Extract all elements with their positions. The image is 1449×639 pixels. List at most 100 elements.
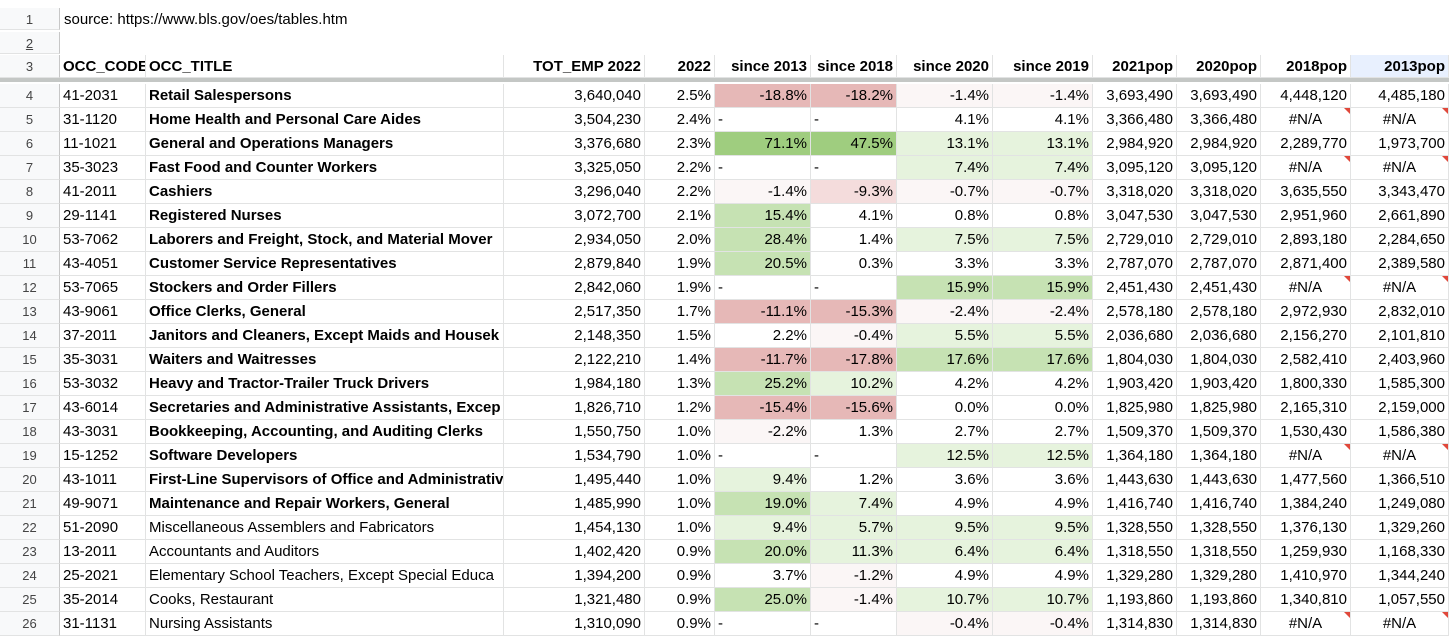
- table-cell-s13[interactable]: -: [715, 156, 811, 180]
- table-cell-p18[interactable]: 1,530,430: [1261, 420, 1351, 444]
- table-cell-p21[interactable]: 1,193,860: [1093, 588, 1177, 612]
- row-number[interactable]: 15: [0, 348, 60, 372]
- column-header[interactable]: since 2019: [993, 55, 1093, 78]
- table-cell-p18[interactable]: #N/A: [1261, 612, 1351, 636]
- table-cell-s19[interactable]: 7.4%: [993, 156, 1093, 180]
- column-header[interactable]: 2021pop: [1093, 55, 1177, 78]
- table-cell-s13[interactable]: -11.1%: [715, 300, 811, 324]
- table-row[interactable]: 20 43-1011 First-Line Supervisors of Offic…: [0, 468, 1449, 492]
- table-cell-p21[interactable]: 1,825,980: [1093, 396, 1177, 420]
- table-cell-title[interactable]: First-Line Supervisors of Office and Adm…: [146, 468, 504, 492]
- table-cell-s13[interactable]: 2.2%: [715, 324, 811, 348]
- table-cell-title[interactable]: General and Operations Managers: [146, 132, 504, 156]
- table-cell-p18[interactable]: 1,259,930: [1261, 540, 1351, 564]
- table-cell-s20[interactable]: 0.8%: [897, 204, 993, 228]
- table-cell-tot[interactable]: 1,402,420: [504, 540, 645, 564]
- table-cell-s20[interactable]: 4.1%: [897, 108, 993, 132]
- table-cell-tot[interactable]: 1,826,710: [504, 396, 645, 420]
- table-cell-tot[interactable]: 2,934,050: [504, 228, 645, 252]
- table-cell-s20[interactable]: 4.2%: [897, 372, 993, 396]
- table-cell-title[interactable]: Elementary School Teachers, Except Speci…: [146, 564, 504, 588]
- comment-indicator-icon[interactable]: [1442, 156, 1448, 162]
- row-number[interactable]: 13: [0, 300, 60, 324]
- table-cell-s13[interactable]: 3.7%: [715, 564, 811, 588]
- table-cell-p18[interactable]: 2,582,410: [1261, 348, 1351, 372]
- table-cell-p18[interactable]: 1,340,810: [1261, 588, 1351, 612]
- table-cell-title[interactable]: Retail Salespersons: [146, 84, 504, 108]
- table-cell-tot[interactable]: 1,550,750: [504, 420, 645, 444]
- table-cell-title[interactable]: Bookkeeping, Accounting, and Auditing Cl…: [146, 420, 504, 444]
- table-cell-p22[interactable]: 0.9%: [645, 564, 715, 588]
- table-cell-p13[interactable]: 1,366,510: [1351, 468, 1449, 492]
- table-cell-s13[interactable]: 71.1%: [715, 132, 811, 156]
- table-cell-s19[interactable]: 4.2%: [993, 372, 1093, 396]
- table-cell-p20[interactable]: 3,095,120: [1177, 156, 1261, 180]
- table-cell-p21[interactable]: 1,364,180: [1093, 444, 1177, 468]
- table-row[interactable]: 19 15-1252 Software Developers 1,534,790 1.0…: [0, 444, 1449, 468]
- table-cell-s19[interactable]: 15.9%: [993, 276, 1093, 300]
- table-cell-s13[interactable]: -: [715, 108, 811, 132]
- table-cell-code[interactable]: 13-2011: [60, 540, 146, 564]
- table-cell-s19[interactable]: 7.5%: [993, 228, 1093, 252]
- table-cell-s13[interactable]: 20.5%: [715, 252, 811, 276]
- table-cell-s13[interactable]: -: [715, 444, 811, 468]
- table-cell-s18[interactable]: -: [811, 108, 897, 132]
- table-cell-p20[interactable]: 1,825,980: [1177, 396, 1261, 420]
- table-cell-p13[interactable]: 1,249,080: [1351, 492, 1449, 516]
- table-cell-code[interactable]: 35-3031: [60, 348, 146, 372]
- table-cell-tot[interactable]: 2,122,210: [504, 348, 645, 372]
- table-cell-p21[interactable]: 3,095,120: [1093, 156, 1177, 180]
- table-cell-p22[interactable]: 1.2%: [645, 396, 715, 420]
- table-cell-p21[interactable]: 2,036,680: [1093, 324, 1177, 348]
- table-cell-s18[interactable]: -1.2%: [811, 564, 897, 588]
- table-cell-title[interactable]: Miscellaneous Assemblers and Fabricators: [146, 516, 504, 540]
- table-cell-p21[interactable]: 1,443,630: [1093, 468, 1177, 492]
- table-cell-p20[interactable]: 3,366,480: [1177, 108, 1261, 132]
- table-cell-s20[interactable]: 15.9%: [897, 276, 993, 300]
- row-number[interactable]: 2: [0, 32, 60, 54]
- table-row[interactable]: 22 51-2090 Miscellaneous Assemblers and Fa…: [0, 516, 1449, 540]
- table-cell-p21[interactable]: 1,509,370: [1093, 420, 1177, 444]
- table-cell-p21[interactable]: 3,366,480: [1093, 108, 1177, 132]
- table-cell-code[interactable]: 31-1131: [60, 612, 146, 636]
- table-cell-s18[interactable]: -: [811, 156, 897, 180]
- table-row[interactable]: 26 31-1131 Nursing Assistants 1,310,090 0.9%…: [0, 612, 1449, 636]
- table-cell-p13[interactable]: 2,284,650: [1351, 228, 1449, 252]
- column-header[interactable]: OCC_TITLE: [146, 55, 504, 78]
- empty-row[interactable]: 2: [0, 32, 1449, 54]
- table-cell-code[interactable]: 53-7062: [60, 228, 146, 252]
- table-cell-p20[interactable]: 3,047,530: [1177, 204, 1261, 228]
- row-number[interactable]: 3: [0, 55, 60, 78]
- table-cell-s20[interactable]: 3.3%: [897, 252, 993, 276]
- table-cell-s18[interactable]: 11.3%: [811, 540, 897, 564]
- table-cell-tot[interactable]: 1,321,480: [504, 588, 645, 612]
- row-number[interactable]: 23: [0, 540, 60, 564]
- table-cell-s13[interactable]: 9.4%: [715, 468, 811, 492]
- table-cell-s19[interactable]: -0.7%: [993, 180, 1093, 204]
- table-cell-p18[interactable]: 1,800,330: [1261, 372, 1351, 396]
- table-cell-s19[interactable]: 5.5%: [993, 324, 1093, 348]
- table-cell-tot[interactable]: 1,534,790: [504, 444, 645, 468]
- table-cell-s19[interactable]: -2.4%: [993, 300, 1093, 324]
- table-cell-s20[interactable]: 12.5%: [897, 444, 993, 468]
- table-cell-p13[interactable]: #N/A: [1351, 276, 1449, 300]
- table-cell-tot[interactable]: 3,072,700: [504, 204, 645, 228]
- table-cell-title[interactable]: Home Health and Personal Care Aides: [146, 108, 504, 132]
- table-cell-p13[interactable]: 1,057,550: [1351, 588, 1449, 612]
- table-cell-p13[interactable]: 2,661,890: [1351, 204, 1449, 228]
- table-cell-code[interactable]: 41-2011: [60, 180, 146, 204]
- table-cell-s20[interactable]: 3.6%: [897, 468, 993, 492]
- table-cell-title[interactable]: Nursing Assistants: [146, 612, 504, 636]
- table-cell-code[interactable]: 51-2090: [60, 516, 146, 540]
- row-number[interactable]: 20: [0, 468, 60, 492]
- table-cell-p22[interactable]: 0.9%: [645, 612, 715, 636]
- row-number[interactable]: 18: [0, 420, 60, 444]
- table-cell-p13[interactable]: 1,585,300: [1351, 372, 1449, 396]
- column-header[interactable]: 2022: [645, 55, 715, 78]
- column-header[interactable]: since 2020: [897, 55, 993, 78]
- table-cell-code[interactable]: 35-2014: [60, 588, 146, 612]
- comment-indicator-icon[interactable]: [1442, 612, 1448, 618]
- row-number[interactable]: 21: [0, 492, 60, 516]
- table-cell-p13[interactable]: 1,168,330: [1351, 540, 1449, 564]
- table-cell-s19[interactable]: 3.3%: [993, 252, 1093, 276]
